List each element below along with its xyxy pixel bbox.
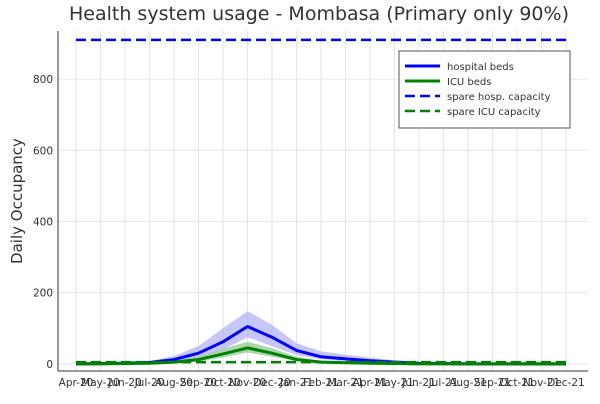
x-tick-label: Apr-21 [353, 377, 388, 389]
x-tick-label: Oct-20 [205, 377, 240, 389]
x-tick-label: Aug-20 [155, 377, 193, 389]
legend: hospital beds ICU beds spare hosp. capac… [398, 50, 571, 129]
legend-label-spare-hosp-capacity: spare hosp. capacity [447, 92, 551, 103]
x-tick-label: Oct-21 [499, 377, 534, 389]
x-tick-label: Mar-21 [327, 377, 363, 389]
y-tick-label: 800 [33, 74, 53, 86]
x-tick-label: Aug-21 [449, 377, 487, 389]
x-tick-label: Jun-21 [401, 377, 436, 389]
legend-label-hospital-beds: hospital beds [447, 62, 514, 73]
x-tick-label: Sep-20 [180, 377, 217, 389]
y-tick-label: 400 [33, 216, 53, 228]
legend-label-spare-icu-capacity: spare ICU capacity [447, 107, 541, 118]
x-tick-label: Dec-21 [547, 377, 584, 389]
x-tick-label: Feb-21 [303, 377, 339, 389]
y-tick-label: 200 [33, 288, 53, 300]
x-tick-label: Jul-20 [134, 377, 165, 389]
x-tick-label: Jul-21 [428, 377, 459, 389]
band-hospital-beds [76, 311, 566, 364]
chart-title: Health system usage - Mombasa (Primary o… [69, 3, 569, 25]
legend-box [398, 50, 571, 129]
y-axis-label: Daily Occupancy [8, 138, 26, 264]
x-tick-label: May-21 [375, 377, 414, 389]
x-tick-label: Apr-20 [59, 377, 94, 389]
x-tick-label: Dec-20 [253, 377, 290, 389]
legend-label-icu-beds: ICU beds [447, 77, 492, 88]
y-tick-label: 600 [33, 145, 53, 157]
x-tick-label: Nov-20 [229, 377, 266, 389]
x-tick-label: Jun-20 [107, 377, 142, 389]
series-lines [75, 38, 566, 366]
x-tick-label: May-20 [81, 377, 120, 389]
x-tick-label: Sep-21 [474, 377, 511, 389]
x-tick-label: Nov-21 [523, 377, 560, 389]
x-tick-label: Jan-21 [279, 377, 313, 389]
axes: Apr-20May-20Jun-20Jul-20Aug-20Sep-20Oct-… [33, 31, 588, 389]
y-tick-label: 0 [46, 359, 53, 371]
